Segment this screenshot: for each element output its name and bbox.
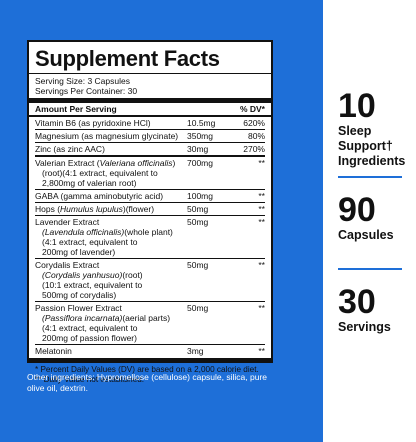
ingredient-name-text: Corydalis Extract [35,260,100,270]
stat-label: Servings [338,320,391,334]
stat-label: Sleep Support† [338,124,393,153]
stat-divider [338,268,402,270]
stat-number: 10 [338,87,376,125]
ingredient-dv: ** [258,260,265,270]
stat-label: Capsules [338,228,394,242]
ingredient-amount: 50mg [187,204,209,214]
ingredient-amount: 3mg [187,346,204,356]
ingredient-detail: (10:1 extract, equivalent to [42,280,143,290]
botanical-name: (Corydalis yanhusuo) [42,270,123,280]
supplement-facts-panel: Supplement Facts Serving Size: 3 Capsule… [27,40,273,384]
ingredient-name: Hops (Humulus lupulus)(flower) [35,204,187,214]
ingredient-dv: ** [258,158,265,168]
divider [29,115,271,117]
ingredient-row: Valerian Extract (Valeriana officinalis)… [35,157,265,190]
nutrient-row: Zinc (as zinc AAC) 30mg 270% [35,143,265,157]
stat-ingredients: 10 Sleep Support† Ingredients [338,88,416,169]
stat-divider [338,176,402,178]
ingredient-detail: (4:1 extract, equivalent to [42,323,138,333]
ingredient-dv: ** [258,303,265,313]
ingredient-row: Melatonin 3mg ** [35,345,265,357]
nutrient-row: Vitamin B6 (as pyridoxine HCl) 10.5mg 62… [35,117,265,130]
ingredient-name: Corydalis Extract (Corydalis yanhusuo)(r… [35,260,187,300]
ingredient-amount: 50mg [187,260,209,270]
ingredient-detail: 200mg of lavender) [42,247,116,257]
nutrient-amount: 10.5mg [187,118,216,128]
ingredient-detail: (aerial parts) [122,313,171,323]
ingredient-amount: 50mg [187,303,209,313]
thick-divider [29,98,271,103]
ingredient-name: Melatonin [35,346,72,356]
amount-header-row: Amount Per Serving % DV* [35,104,265,115]
botanical-name: Valeriana officinalis [99,158,173,168]
stat-capsules: 90 Capsules [338,192,394,243]
ingredient-name: Passion Flower Extract (Passiflora incar… [35,303,187,343]
ingredient-detail: (root)(4:1 extract, equivalent to [42,168,158,178]
stat-label: Ingredients [338,154,406,168]
botanical-name: (Lavendula officinalis) [42,227,125,237]
nutrient-name: Magnesium (as magnesium glycinate) [35,131,179,141]
amount-per-serving-label: Amount Per Serving [35,104,117,114]
ingredient-row: Hops (Humulus lupulus)(flower) 50mg ** [35,203,265,216]
ingredient-amount: 700mg [187,158,213,168]
footnotes: * Percent Daily Values (DV) are based on… [29,358,271,385]
ingredient-name-text: Hops ( [35,204,61,214]
botanical-name: (Passiflora incarnata) [42,313,123,323]
dv-footnote: * Percent Daily Values (DV) are based on… [35,365,259,374]
ingredient-name: Valerian Extract (Valeriana officinalis)… [35,158,187,188]
nutrient-dv: 80% [247,131,265,141]
ingredient-detail: 2,800mg of valerian root) [42,178,137,188]
facts-title: Supplement Facts [29,46,271,74]
botanical-name: Humulus lupulus [60,204,123,214]
ingredient-row: Passion Flower Extract (Passiflora incar… [35,302,265,345]
ingredient-detail: (whole plant) [124,227,173,237]
dv-header: % DV* [239,104,265,114]
nutrient-amount: 30mg [187,144,209,154]
ingredient-name-text: Passion Flower Extract [35,303,122,313]
ingredient-name: GABA (gamma aminobutyric acid) [35,191,164,201]
nutrient-dv: 270% [243,144,265,154]
ingredient-name: Lavender Extract (Lavendula officinalis)… [35,217,187,257]
nutrient-name: Vitamin B6 (as pyridoxine HCl) [35,118,151,128]
servings-per-container: Servings Per Container: 30 [35,86,138,96]
ingredient-detail: 500mg of corydalis) [42,290,117,300]
ingredient-name-text: )(flower) [122,204,155,214]
ingredient-row: Corydalis Extract (Corydalis yanhusuo)(r… [35,259,265,302]
ingredient-name-text: ) [172,158,176,168]
ingredient-dv: ** [258,217,265,227]
ingredient-name-text: Lavender Extract [35,217,100,227]
other-ingredients: Other ingredients: Hypromellose (cellulo… [27,372,267,393]
ingredient-row: Lavender Extract (Lavendula officinalis)… [35,216,265,259]
ingredient-dv: ** [258,204,265,214]
dv-not-established-footnote: ** Daily Value not established. [35,375,145,384]
stat-number: 90 [338,191,376,229]
nutrient-name: Zinc (as zinc AAC) [35,144,105,154]
ingredient-row: GABA (gamma aminobutyric acid) 100mg ** [35,190,265,203]
nutrient-amount: 350mg [187,131,213,141]
ingredient-detail: (4:1 extract, equivalent to [42,237,138,247]
serving-size: Serving Size: 3 Capsules [35,76,130,86]
ingredient-dv: ** [258,191,265,201]
stat-servings: 30 Servings [338,284,391,335]
nutrient-dv: 620% [243,118,265,128]
ingredient-name-text: Valerian Extract ( [35,158,100,168]
ingredient-detail: (root) [122,270,143,280]
ingredient-detail: 200mg of passion flower) [42,333,137,343]
nutrient-row: Magnesium (as magnesium glycinate) 350mg… [35,130,265,143]
ingredient-amount: 50mg [187,217,209,227]
stat-number: 30 [338,283,376,321]
ingredient-dv: ** [258,346,265,356]
ingredient-amount: 100mg [187,191,213,201]
